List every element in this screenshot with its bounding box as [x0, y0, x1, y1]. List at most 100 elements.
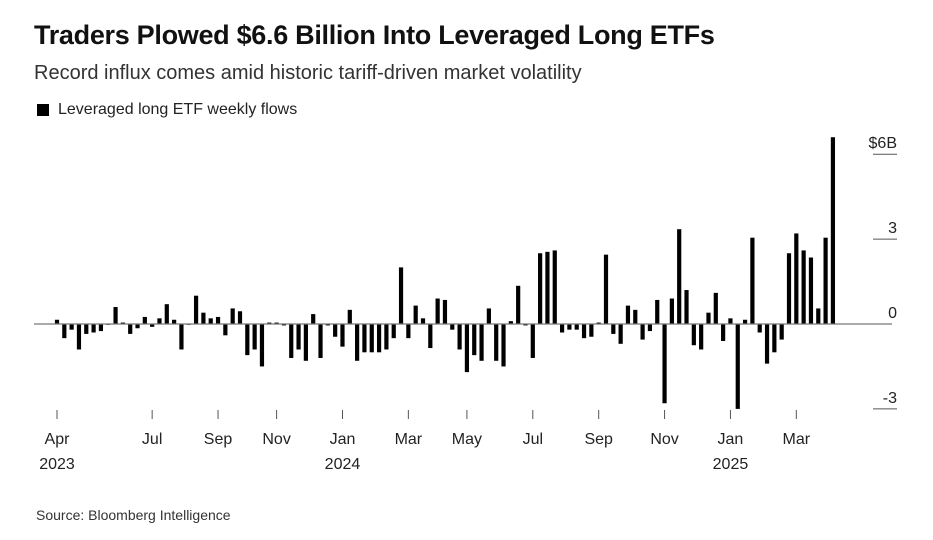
bar — [333, 324, 338, 337]
x-year-label: 2025 — [713, 456, 749, 473]
bar — [655, 299, 660, 324]
bar — [384, 324, 389, 350]
bar — [420, 318, 426, 324]
bar — [464, 324, 470, 373]
bar — [296, 324, 301, 350]
y-tick-label: 0 — [888, 305, 897, 322]
bar — [135, 324, 140, 329]
bar — [574, 324, 579, 330]
bar — [223, 324, 228, 336]
x-tick-label: Jan — [330, 431, 356, 448]
bar — [611, 324, 616, 334]
bar — [764, 324, 770, 364]
x-year-label: 2024 — [325, 456, 361, 473]
bar — [647, 324, 653, 332]
bar — [157, 318, 162, 324]
x-tick-label: Jul — [523, 431, 543, 448]
bar — [538, 253, 543, 324]
y-tick-label: -3 — [883, 390, 897, 407]
bar — [596, 322, 601, 324]
bar — [281, 324, 287, 326]
y-tick-label: 3 — [888, 220, 897, 237]
bar — [62, 324, 67, 339]
bar — [508, 321, 513, 324]
bar — [479, 324, 484, 361]
x-year-label: 2023 — [39, 456, 75, 473]
bar — [172, 319, 177, 324]
bar — [150, 324, 155, 327]
bar — [728, 318, 733, 324]
bar — [406, 324, 411, 339]
bar — [742, 319, 748, 324]
bar — [721, 324, 726, 341]
bar — [816, 308, 821, 325]
bar — [581, 324, 587, 339]
bar — [530, 324, 535, 358]
bar — [494, 324, 499, 361]
bar — [457, 324, 462, 350]
bar — [398, 267, 404, 324]
bar — [193, 295, 199, 324]
bar — [523, 324, 528, 326]
x-axis: Apr 2023 Jul Sep Nov Jan 2024 Mar May Jul Sep Nov Ja… — [39, 410, 811, 473]
bar — [750, 237, 755, 324]
bar — [501, 324, 506, 367]
bar — [289, 324, 294, 358]
bar — [625, 305, 631, 324]
bar — [208, 318, 213, 324]
y-axis: $6B 3 0 -3 — [869, 135, 897, 410]
bar — [545, 251, 550, 324]
bar — [113, 307, 118, 324]
bar — [589, 324, 594, 337]
bar — [450, 324, 455, 330]
x-tick-label: May — [452, 431, 482, 448]
bar — [699, 324, 704, 350]
bar — [245, 324, 250, 356]
bar — [391, 324, 396, 339]
bar — [677, 229, 682, 324]
legend-label: Leveraged long ETF weekly flows — [58, 101, 298, 118]
bar — [84, 324, 89, 334]
bar — [347, 309, 352, 324]
x-tick-label: Sep — [584, 431, 613, 448]
bar — [633, 309, 638, 324]
x-tick-label: Nov — [262, 431, 290, 448]
bar — [786, 253, 792, 324]
bar — [376, 324, 382, 353]
bar — [76, 324, 82, 350]
bar — [779, 324, 784, 340]
bar — [567, 324, 572, 330]
legend-swatch — [37, 104, 49, 116]
bar — [179, 324, 184, 350]
bar — [618, 324, 623, 344]
bar — [311, 314, 316, 324]
bar — [237, 311, 243, 324]
chart-title: Traders Plowed $6.6 Billion Into Leverag… — [34, 20, 715, 50]
bar — [559, 324, 565, 333]
bar — [318, 324, 323, 358]
bar — [684, 290, 689, 324]
bar — [486, 308, 491, 325]
bar — [69, 324, 74, 330]
bar — [230, 308, 235, 325]
bar — [691, 324, 696, 346]
x-tick-label: Jul — [142, 431, 162, 448]
bar — [267, 322, 272, 324]
bar — [662, 324, 667, 404]
bar — [442, 299, 448, 324]
bar — [428, 324, 433, 349]
bar — [735, 324, 740, 409]
bar — [369, 324, 374, 353]
bar — [340, 324, 345, 347]
x-tick-label: Jan — [718, 431, 744, 448]
x-tick-label: Apr — [45, 431, 71, 448]
bar — [669, 298, 674, 324]
bar — [362, 324, 367, 353]
bar — [325, 324, 330, 326]
bar — [120, 322, 125, 324]
bar — [757, 324, 762, 333]
bar — [435, 298, 440, 324]
bar — [808, 257, 814, 325]
x-tick-label: Mar — [783, 431, 811, 448]
